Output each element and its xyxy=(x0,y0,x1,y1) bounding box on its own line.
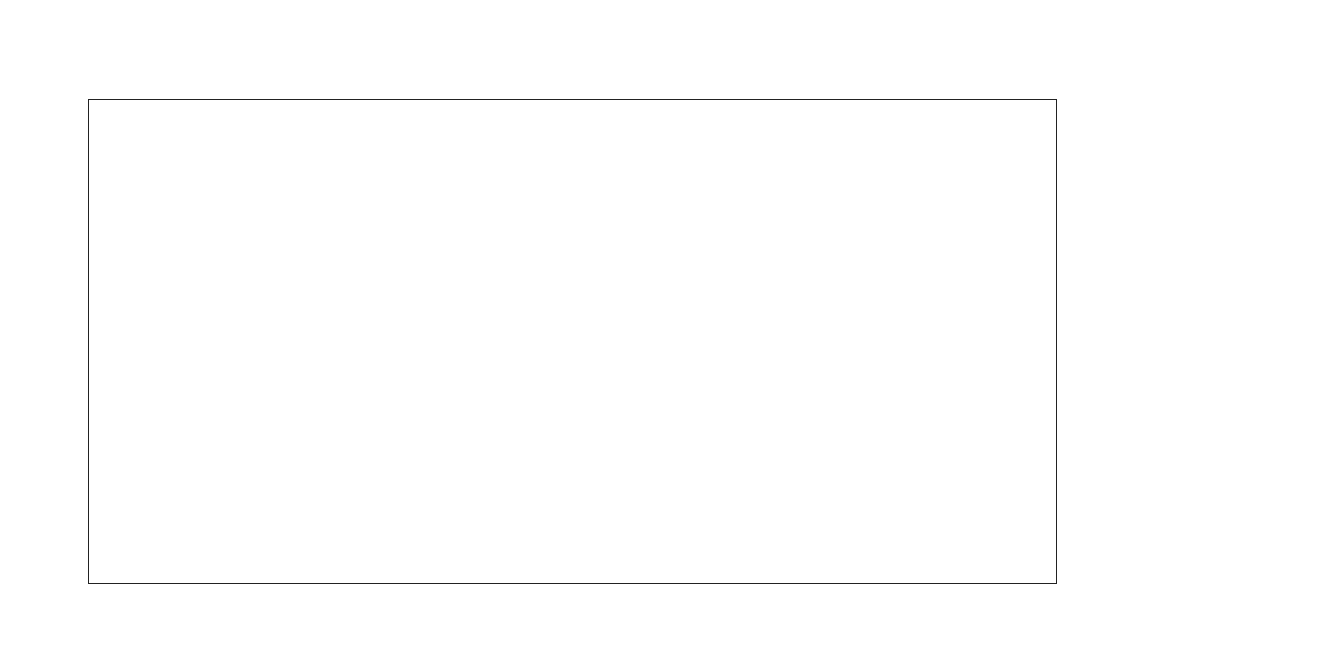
word-cloud xyxy=(89,100,1056,583)
word-cloud-image xyxy=(88,99,1057,584)
